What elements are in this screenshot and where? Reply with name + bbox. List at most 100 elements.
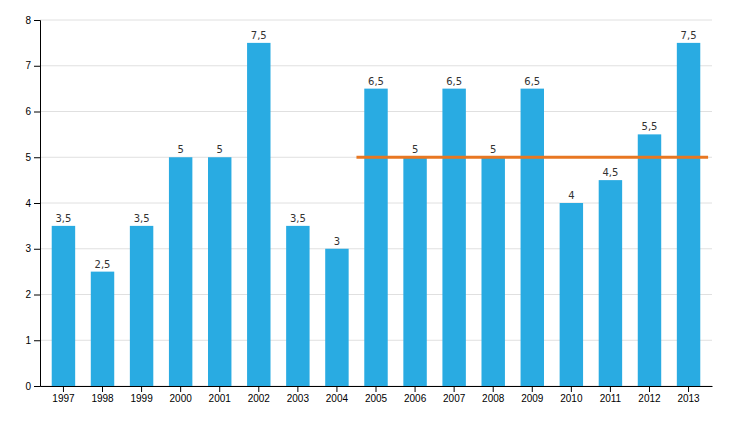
tick-mark [376, 386, 377, 392]
y-axis: 0 1 2 3 4 5 6 7 8 [25, 15, 40, 392]
bar [364, 89, 387, 386]
chart: 0123456781997199819992000200120022003200… [0, 0, 732, 422]
axis-line [34, 21, 41, 387]
tick-label: 2011 [600, 393, 622, 404]
bar [521, 89, 544, 386]
tick-mark [454, 386, 455, 392]
plot: 0123456781997199819992000200120022003200… [25, 15, 712, 404]
bar [247, 43, 270, 386]
tick-label: 0 [25, 381, 31, 392]
bar [442, 89, 465, 386]
data-label: 6,5 [368, 76, 384, 87]
bar [52, 226, 75, 386]
tick-mark [258, 386, 259, 392]
tick-mark [34, 249, 40, 250]
tick: 2001 [209, 386, 232, 404]
data-label: 3,5 [134, 213, 150, 224]
tick-mark [34, 157, 40, 158]
tick-mark [297, 386, 298, 392]
tick: 8 [25, 15, 40, 26]
tick-label: 2007 [443, 393, 466, 404]
tick-mark [180, 386, 181, 392]
data-label: 5 [217, 144, 223, 155]
data-label: 3,5 [55, 213, 71, 224]
data-label: 6,5 [446, 76, 462, 87]
tick-label: 2010 [560, 393, 583, 404]
tick-label: 2008 [482, 393, 505, 404]
bar [325, 249, 348, 386]
data-label: 7,5 [681, 30, 697, 41]
tick: 2 [25, 289, 40, 300]
tick-label: 2001 [209, 393, 232, 404]
tick-mark [493, 386, 494, 392]
data-label: 5 [412, 144, 418, 155]
tick: 2008 [482, 386, 505, 404]
tick-label: 2 [25, 289, 31, 300]
tick: 7 [25, 60, 40, 71]
tick-label: 7 [25, 60, 31, 71]
tick: 4 [25, 198, 40, 209]
tick-label: 2006 [404, 393, 427, 404]
tick-mark [141, 386, 142, 392]
tick-label: 2009 [521, 393, 544, 404]
tick-mark [34, 340, 40, 341]
tick-mark [610, 386, 611, 392]
tick-mark [34, 112, 40, 113]
tick-mark [34, 203, 40, 204]
data-label: 5 [177, 144, 183, 155]
tick-mark [34, 66, 40, 67]
data-labels: 3,52,53,5557,53,536,556,556,544,55,57,5 [55, 30, 696, 270]
grid-line [40, 20, 712, 21]
tick-mark [219, 386, 220, 392]
data-label: 5,5 [642, 121, 658, 132]
bar [677, 43, 700, 386]
tick-label: 1998 [91, 393, 114, 404]
grid [40, 20, 712, 386]
marks [52, 43, 708, 386]
bar [130, 226, 153, 386]
tick: 2004 [326, 386, 349, 404]
tick-label: 2002 [248, 393, 271, 404]
tick: 1998 [91, 386, 114, 404]
bar [286, 226, 309, 386]
tick-mark [34, 20, 40, 21]
tick-mark [34, 295, 40, 296]
tick: 2007 [443, 386, 466, 404]
tick: 2009 [521, 386, 544, 404]
tick: 2005 [365, 386, 388, 404]
tick-mark [571, 386, 572, 392]
data-label: 5 [490, 144, 496, 155]
tick-mark [336, 386, 337, 392]
tick-label: 1 [25, 335, 31, 346]
bar [481, 157, 504, 386]
tick: 2012 [638, 386, 661, 404]
bar [599, 180, 622, 386]
data-label: 4,5 [602, 167, 618, 178]
tick: 3 [25, 243, 40, 254]
tick: 1 [25, 335, 40, 346]
tick-mark [63, 386, 64, 392]
tick-label: 6 [25, 106, 31, 117]
tick-mark [415, 386, 416, 392]
line [356, 156, 708, 159]
bar [208, 157, 231, 386]
tick-label: 2012 [638, 393, 661, 404]
tick: 2010 [560, 386, 583, 404]
data-label: 4 [568, 190, 574, 201]
data-label: 3 [334, 236, 340, 247]
tick: 2011 [600, 386, 622, 404]
bar [403, 157, 426, 386]
tick-mark [102, 386, 103, 392]
bar [638, 134, 661, 386]
tick-label: 5 [25, 152, 31, 163]
data-label: 3,5 [290, 213, 306, 224]
tick: 2003 [287, 386, 310, 404]
tick-label: 2000 [170, 393, 193, 404]
data-label: 6,5 [524, 76, 540, 87]
tick: 5 [25, 152, 40, 163]
tick-label: 1997 [52, 393, 75, 404]
data-label: 7,5 [251, 30, 267, 41]
tick-label: 2003 [287, 393, 310, 404]
bar [91, 272, 114, 386]
tick: 2000 [170, 386, 193, 404]
